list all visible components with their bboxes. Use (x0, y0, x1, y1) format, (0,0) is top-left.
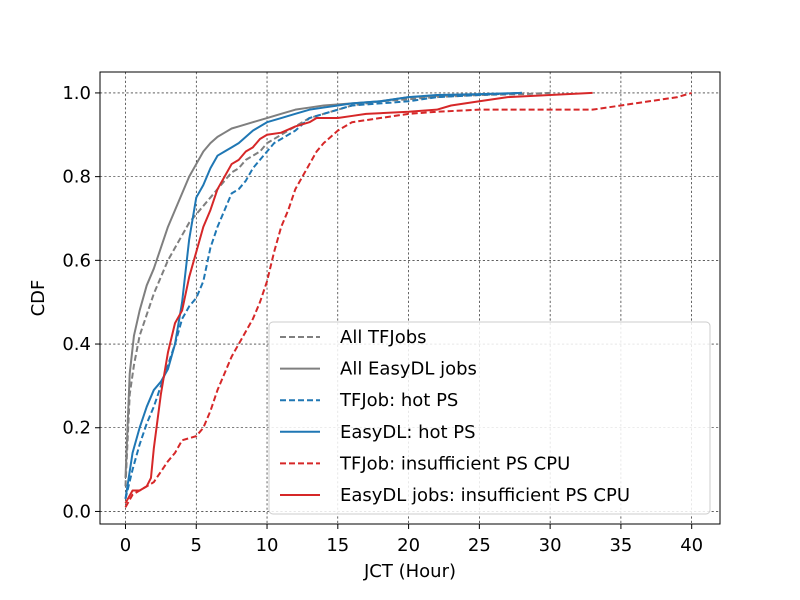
legend-entry-label: EasyDL jobs: insufficient PS CPU (340, 485, 630, 506)
y-tick-label: 0.2 (62, 418, 91, 439)
x-axis-label: JCT (Hour) (363, 561, 456, 582)
legend-entry-label: EasyDL: hot PS (340, 422, 476, 443)
grid (100, 72, 720, 524)
legend-entry-label: TFJob: insufficient PS CPU (339, 453, 570, 474)
x-tick-label: 20 (397, 535, 420, 556)
x-tick-label: 40 (680, 535, 703, 556)
x-tick-label: 35 (609, 535, 632, 556)
y-tick-label: 0.6 (62, 250, 91, 271)
series-line-easydl-hot-ps (124, 91, 522, 500)
x-tick-label: 25 (468, 535, 491, 556)
series-lines (124, 91, 692, 508)
y-axis-label: CDF (28, 280, 49, 317)
legend-entry-label: All EasyDL jobs (340, 359, 477, 380)
y-tick-label: 0.8 (62, 167, 91, 188)
x-tick-label: 30 (539, 535, 562, 556)
x-tick-label: 5 (191, 535, 202, 556)
y-tick-label: 0.4 (62, 334, 91, 355)
y-tick-label: 1.0 (62, 83, 91, 104)
legend-box (268, 321, 711, 515)
y-tick-label: 0.0 (62, 501, 91, 522)
legend-entry-label: TFJob: hot PS (339, 390, 458, 411)
legend-entry-label: All TFJobs (340, 327, 427, 348)
series-line-all-tfjobs (124, 91, 551, 487)
x-tick-label: 15 (326, 535, 349, 556)
series-line-tfjob-hot-ps (124, 91, 522, 500)
x-tick-label: 10 (256, 535, 279, 556)
axis-ticks: 0 5 10 15 20 25 30 35 40 0.0 0.2 0.4 0.6 0.8 1.0 (62, 83, 703, 556)
x-tick-label: 0 (120, 535, 131, 556)
series-line-easydl-jobs-insufficient-ps-cpu (124, 91, 593, 504)
legend: All TFJobs All EasyDL jobs TFJob: hot PS Ea… (268, 321, 711, 515)
series-line-tfjob-insufficient-ps-cpu (124, 91, 692, 508)
plot-frame (99, 71, 721, 525)
